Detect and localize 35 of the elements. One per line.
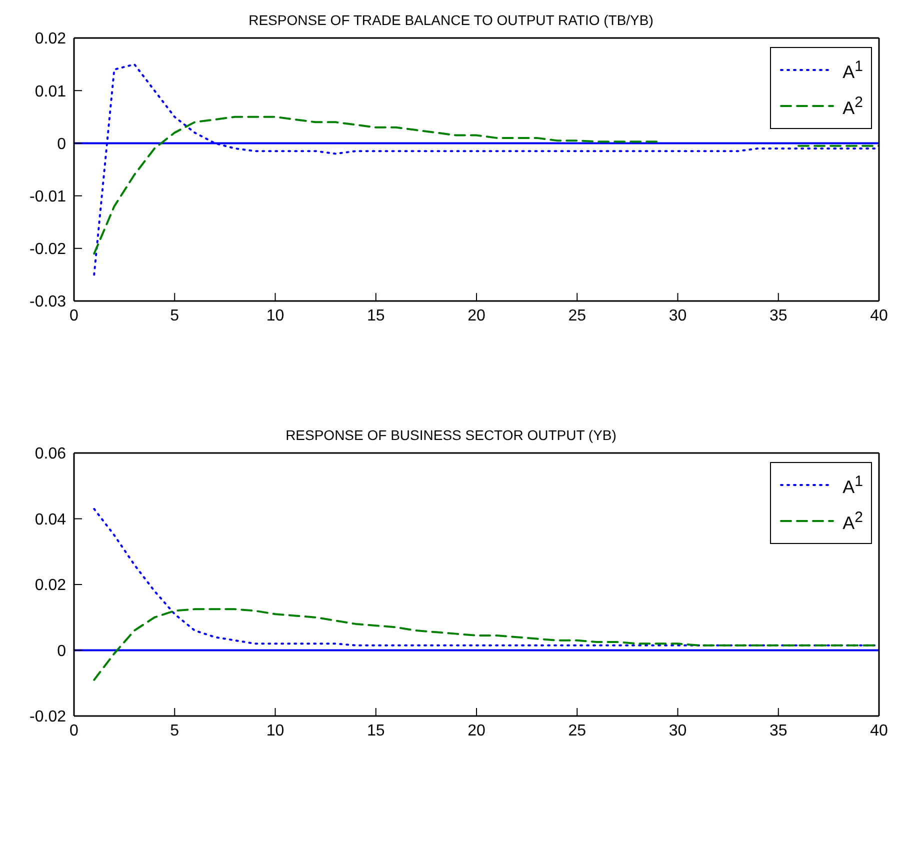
x-tick-label: 25 <box>568 307 586 324</box>
legend-label: A$^{1}$ <box>842 58 863 82</box>
x-tick-label: 10 <box>266 722 284 740</box>
x-tick-label: 0 <box>70 307 79 324</box>
y-tick-label: -0.03 <box>30 294 66 311</box>
x-tick-label: 40 <box>870 722 888 740</box>
y-tick-label: 0.02 <box>34 577 66 594</box>
x-tick-label: 15 <box>366 722 385 740</box>
y-tick-label: 0 <box>57 642 66 660</box>
legend-label: A$^{2}$ <box>842 94 863 118</box>
x-tick-label: 20 <box>468 722 486 740</box>
chart-title: RESPONSE OF TRADE BALANCE TO OUTPUT RATIO (TB/YB) <box>248 12 654 28</box>
legend-label: A$^{1}$ <box>842 472 863 498</box>
y-tick-label: 0.02 <box>34 30 66 48</box>
x-tick-label: 35 <box>769 722 788 740</box>
x-tick-label: 25 <box>568 722 586 740</box>
y-tick-label: 0.06 <box>34 446 66 463</box>
x-tick-label: 0 <box>70 722 79 740</box>
y-tick-label: 0 <box>57 136 66 153</box>
y-tick-label: 0.04 <box>34 511 66 528</box>
x-tick-label: 30 <box>668 722 687 740</box>
x-tick-label: 10 <box>266 307 284 324</box>
x-tick-label: 15 <box>366 307 385 324</box>
y-tick-label: -0.02 <box>30 241 66 258</box>
x-tick-label: 5 <box>170 722 180 740</box>
x-tick-label: 30 <box>668 307 687 324</box>
x-tick-label: 35 <box>769 307 788 324</box>
y-tick-label: -0.02 <box>30 708 66 726</box>
x-tick-label: 40 <box>870 307 888 324</box>
chart-title: RESPONSE OF BUSINESS SECTOR OUTPUT (YB) <box>286 427 616 443</box>
legend-label: A$^{2}$ <box>842 508 863 534</box>
y-tick-label: 0.01 <box>34 83 66 100</box>
y-tick-label: -0.01 <box>30 188 66 206</box>
x-tick-label: 20 <box>468 307 486 324</box>
x-tick-label: 5 <box>170 307 180 324</box>
